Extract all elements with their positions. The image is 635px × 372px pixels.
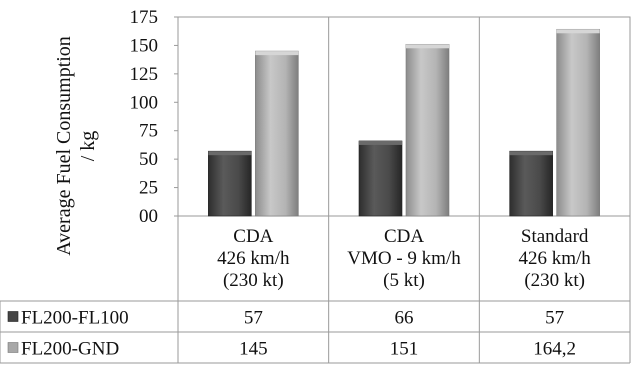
bar-fl200-fl100-1 [208,150,252,217]
category-label: CDA [384,226,424,247]
bar-top-highlight [359,140,402,145]
legend-swatch-fl200-fl100 [7,311,19,322]
y-tick-label: 175 [130,7,159,28]
legend-swatch-fl200-gnd [7,342,19,353]
bar-fl200-gnd-3 [556,28,600,217]
y-tick-label: 125 [130,64,159,85]
table-value-cell: 164,2 [533,339,576,360]
y-tick-label: 00 [139,206,158,227]
y-axis-title-unit: / kg [77,131,99,162]
table-value-cell: 57 [545,308,564,329]
bar-top-highlight [509,151,553,156]
category-label: CDA [233,226,273,247]
bar-fl200-fl100-2 [358,140,403,217]
bar-fl200-gnd-2 [405,43,450,217]
category-label: Standard [521,226,589,247]
bar-fl200-fl100-3 [509,150,553,217]
category-label: (230 kt) [223,270,284,291]
legend-label-fl200-gnd: FL200-GND [21,339,119,360]
y-tick-label: 50 [139,149,158,170]
bar-fl200-gnd-1 [255,50,299,217]
table-value-cell: 151 [390,339,419,360]
y-tick-label: 150 [130,35,159,56]
bar-top-highlight [556,29,600,34]
bar-top-highlight [255,51,299,56]
y-axis-title: Average Fuel Consumption [53,36,75,256]
y-tick-label: 75 [139,121,158,142]
legend-label-fl200-fl100: FL200-FL100 [21,308,129,329]
table-value-cell: 57 [244,308,263,329]
y-tick-label: 25 [139,178,158,199]
y-tick-label: 100 [130,92,159,113]
table-value-cell: 145 [239,339,268,360]
category-label: (230 kt) [524,270,585,291]
category-label: (5 kt) [383,270,425,291]
category-label: 426 km/h [519,248,592,269]
bar-top-highlight [208,151,252,156]
plot-frame [177,16,631,217]
table-value-cell: 66 [395,308,414,329]
bar-top-highlight [406,44,449,49]
category-label: VMO - 9 km/h [347,248,461,269]
category-label: 426 km/h [217,248,290,269]
